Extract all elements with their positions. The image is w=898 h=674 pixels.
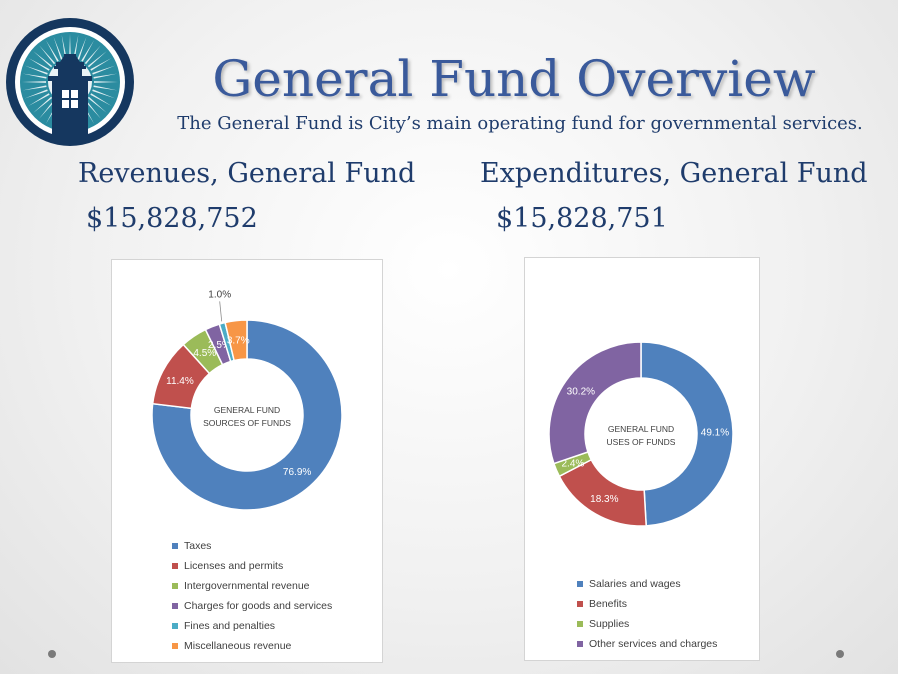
logo-sun-ray (28, 58, 50, 71)
slide-subtitle: The General Fund is City’s main operatin… (177, 113, 863, 134)
logo-sun-ray (77, 36, 87, 60)
slice-data-label: 4.5% (193, 348, 216, 359)
legend-item: Licenses and permits (172, 556, 332, 576)
logo-sun-ray (93, 85, 118, 91)
logo-sun-ray (33, 96, 53, 113)
legend-item: Charges for goods and services (172, 596, 332, 616)
legend-swatch (577, 621, 583, 627)
expenditures-amount: $15,828,751 (496, 203, 668, 234)
logo-sun-ray (92, 89, 116, 99)
legend-swatch (172, 543, 178, 549)
legend-item: Intergovernmental revenue (172, 576, 332, 596)
legend-swatch (172, 603, 178, 609)
logo-sun-ray (93, 81, 118, 83)
logo-sun-ray (28, 93, 50, 106)
logo-sun-ray (22, 81, 47, 83)
logo-sun-ray (22, 73, 47, 79)
donut-slice (548, 341, 642, 465)
expenditure-chart-panel: 49.1% 18.3% 2.4% 30.2% GENERAL FUND USES OF F… (524, 257, 760, 661)
legend-swatch (577, 641, 583, 647)
leader-line (219, 301, 223, 322)
slide-title: General Fund Overview (212, 50, 816, 108)
expenditure-donut-chart: 49.1% 18.3% 2.4% 30.2% GENERAL FUND USES OF F… (548, 341, 734, 527)
logo-sun-ray (69, 34, 71, 59)
logo-sun-ray (87, 96, 107, 113)
logo-sun-ray (84, 45, 101, 65)
logo-sun-ray (33, 51, 53, 68)
logo-sun-ray (92, 65, 116, 75)
logo-sun-ray (61, 34, 67, 59)
legend-item: Fines and penalties (172, 616, 332, 636)
legend-item: Benefits (577, 594, 717, 614)
legend-label: Benefits (589, 598, 627, 610)
legend-item: Miscellaneous revenue (172, 636, 332, 656)
logo-sun-ray (93, 73, 118, 79)
slice-data-label: 76.9% (283, 467, 311, 478)
logo-sun-ray (24, 89, 48, 99)
donut-slice (224, 319, 248, 362)
logo-sun-ray (53, 36, 63, 60)
revenues-heading: Revenues, General Fund (78, 158, 416, 189)
legend-label: Other services and charges (589, 638, 718, 650)
expenditure-legend: Salaries and wages Benefits Supplies Other … (577, 574, 717, 654)
donut-slice (640, 341, 734, 527)
legend-swatch (172, 583, 178, 589)
donut-center-label: GENERAL FUND (214, 405, 280, 415)
legend-swatch (172, 623, 178, 629)
slice-data-label: 11.4% (166, 376, 194, 387)
legend-swatch (172, 563, 178, 569)
legend-item: Supplies (577, 614, 717, 634)
donut-center-label: USES OF FUNDS (607, 437, 676, 447)
legend-item: Taxes (172, 536, 332, 556)
logo-sun-ray (84, 99, 101, 119)
legend-label: Salaries and wages (589, 578, 681, 590)
logo-sun-ray (22, 85, 47, 91)
slide-nav-dot-right[interactable] (836, 650, 844, 658)
revenues-amount: $15,828,752 (86, 203, 258, 234)
slice-data-label: 30.2% (567, 386, 595, 397)
logo-sun-ray (39, 45, 56, 65)
slice-data-label: 49.1% (701, 427, 729, 438)
revenue-chart-panel: 76.9% 11.4% 4.5% 2.5% 1.0% 3.7% GENERAL FUND SO… (111, 259, 383, 663)
logo-sun-ray (87, 51, 107, 68)
city-logo (6, 18, 134, 146)
logo-sun-ray (24, 65, 48, 75)
legend-label: Intergovernmental revenue (184, 580, 310, 592)
revenue-legend: Taxes Licenses and permits Intergovernment… (172, 536, 332, 656)
legend-label: Taxes (184, 540, 212, 552)
logo-sun-ray (39, 99, 56, 119)
legend-label: Supplies (589, 618, 630, 630)
slice-data-label: 18.3% (590, 494, 618, 505)
legend-item: Other services and charges (577, 634, 717, 654)
donut-center-label: GENERAL FUND (608, 424, 674, 434)
slice-data-label: 2.4% (562, 458, 585, 469)
slice-data-label: 2.5% (208, 340, 231, 351)
slice-data-label: 3.7% (227, 336, 250, 347)
donut-center-label: SOURCES OF FUNDS (203, 418, 291, 428)
donut-slice (151, 319, 343, 511)
legend-item: Salaries and wages (577, 574, 717, 594)
logo-sun-ray (73, 34, 79, 59)
slice-data-label: 1.0% (208, 289, 231, 300)
legend-label: Fines and penalties (184, 620, 276, 632)
legend-label: Licenses and permits (184, 560, 284, 572)
logo-sun-ray (90, 93, 112, 106)
logo-sun-ray (46, 40, 59, 62)
expenditures-heading: Expenditures, General Fund (480, 158, 868, 189)
legend-swatch (172, 643, 178, 649)
revenue-donut-chart: 76.9% 11.4% 4.5%2.5% 1.0% 3.7% GENERAL FUND SO… (151, 289, 343, 511)
legend-label: Miscellaneous revenue (184, 640, 292, 652)
legend-label: Charges for goods and services (184, 600, 333, 612)
logo-sun-ray (81, 40, 94, 62)
legend-swatch (577, 601, 583, 607)
logo-sun-ray (90, 58, 112, 71)
slide-nav-dot-left[interactable] (48, 650, 56, 658)
legend-swatch (577, 581, 583, 587)
